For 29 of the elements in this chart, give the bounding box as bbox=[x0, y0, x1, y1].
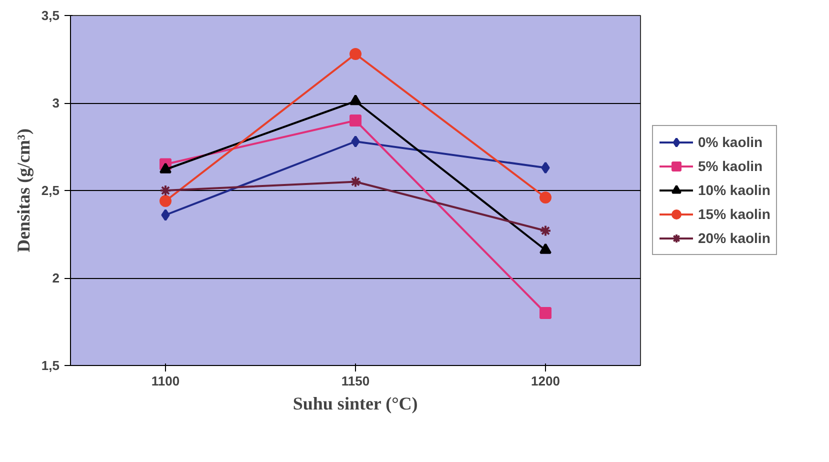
legend-label: 15% kaolin bbox=[698, 206, 770, 222]
x-axis-title: Suhu sinter (°C) bbox=[292, 394, 418, 414]
legend-label: 10% kaolin bbox=[698, 182, 770, 198]
y-tick-label: 3 bbox=[52, 96, 60, 110]
point bbox=[540, 224, 552, 237]
point bbox=[541, 162, 550, 174]
point bbox=[160, 195, 172, 207]
x-tick-label: 1100 bbox=[151, 374, 180, 388]
legend-label: 20% kaolin bbox=[698, 230, 770, 246]
legend-label: 5% kaolin bbox=[698, 158, 763, 174]
point bbox=[160, 162, 172, 174]
y-tick-label: 1,5 bbox=[41, 358, 60, 373]
x-tick-label: 1200 bbox=[531, 374, 560, 388]
point bbox=[350, 48, 362, 60]
legend-label: 0% kaolin bbox=[698, 134, 763, 150]
point bbox=[351, 136, 360, 148]
point bbox=[540, 243, 552, 254]
y-tick-label: 2 bbox=[52, 270, 60, 286]
y-tick-label: 2,5 bbox=[41, 183, 60, 198]
y-tick-label: 3,5 bbox=[41, 8, 60, 23]
point bbox=[350, 114, 362, 126]
point bbox=[540, 192, 552, 204]
point bbox=[540, 307, 552, 319]
x-tick-label: 1150 bbox=[341, 374, 370, 388]
point bbox=[161, 209, 170, 221]
point bbox=[350, 176, 362, 188]
point bbox=[160, 184, 172, 196]
point bbox=[350, 94, 362, 106]
y-axis-title: Densitas (g/cm³) bbox=[13, 128, 34, 252]
